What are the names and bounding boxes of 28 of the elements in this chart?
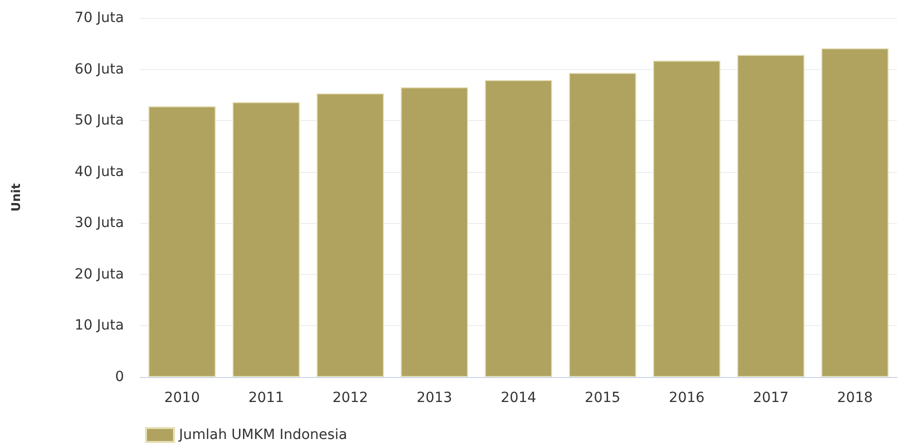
y-tick-label: 70 Juta bbox=[74, 10, 124, 26]
x-tick-label: 2013 bbox=[416, 390, 452, 406]
bar bbox=[316, 93, 384, 377]
legend-label: Jumlah UMKM Indonesia bbox=[178, 427, 348, 443]
bar bbox=[653, 60, 720, 377]
y-tick-label: 20 Juta bbox=[74, 266, 124, 282]
x-tick-label: 2011 bbox=[248, 390, 284, 406]
y-axis-title: Unit bbox=[9, 183, 23, 212]
x-tick-label: 2015 bbox=[584, 390, 620, 406]
bar bbox=[568, 72, 636, 377]
x-tick-label: 2010 bbox=[164, 390, 200, 406]
y-tick-label: 50 Juta bbox=[74, 112, 124, 129]
bar bbox=[737, 54, 804, 377]
bar bbox=[148, 106, 216, 377]
bar bbox=[232, 102, 300, 377]
y-tick-label: 30 Juta bbox=[74, 215, 124, 232]
x-tick-label: 2017 bbox=[753, 390, 789, 406]
bar bbox=[400, 87, 468, 377]
y-tick-label: 40 Juta bbox=[74, 164, 124, 180]
x-tick-label: 2016 bbox=[668, 390, 705, 406]
y-tick-label: 0 bbox=[115, 369, 124, 385]
y-tick-label: 10 Juta bbox=[74, 318, 124, 334]
x-tick-label: 2018 bbox=[837, 390, 873, 406]
x-tick-label: 2014 bbox=[500, 390, 536, 406]
bar bbox=[821, 48, 889, 377]
x-tick-label: 2012 bbox=[332, 390, 368, 406]
bar bbox=[484, 80, 552, 377]
y-tick-label: 60 Juta bbox=[74, 61, 124, 78]
